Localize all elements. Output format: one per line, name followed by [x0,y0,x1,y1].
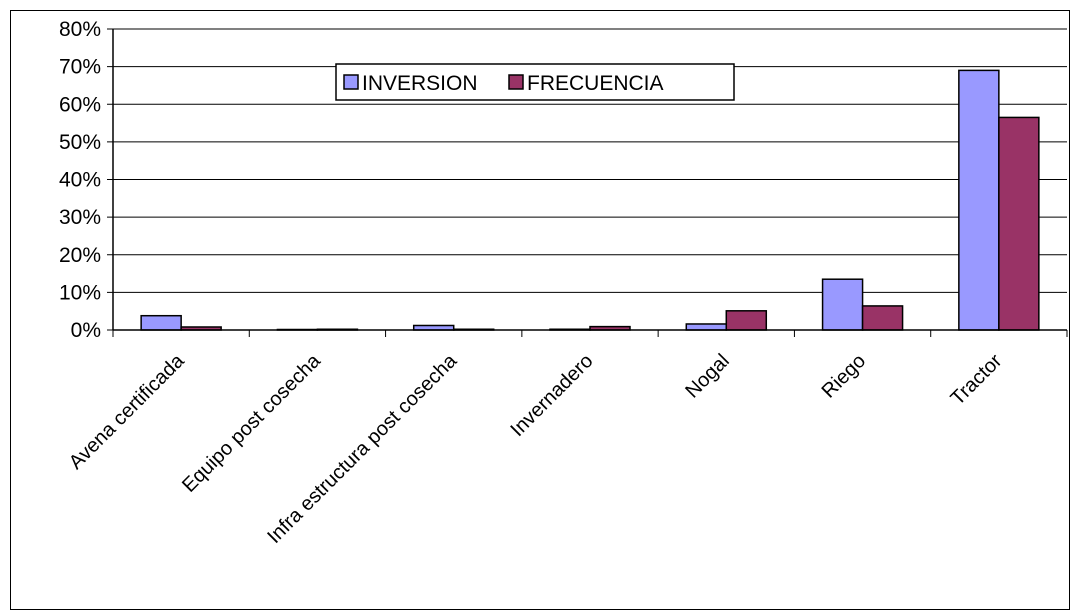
x-tick-label: Avena certificada [65,349,189,473]
y-tick-label: 20% [59,244,101,267]
legend-label: INVERSION [362,72,478,95]
axes [112,29,1068,337]
bar-frecuencia-7 [998,116,1040,331]
bar-inversion-7 [958,69,1000,331]
bar-frecuencia-5 [725,310,768,331]
gridlines [113,28,1067,293]
bars [140,69,1040,331]
legend-box [335,63,735,101]
y-tick-label: 60% [59,93,101,116]
x-tick-label: Riego [818,350,871,403]
legend-label: FRECUENCIA [527,72,664,95]
y-tick-label: 40% [59,169,101,192]
y-tick-label: 70% [59,56,101,79]
bar-inversion-1 [140,314,182,331]
y-tick-label: 50% [59,131,101,154]
x-tick-label: Equipo post cosecha [178,349,325,496]
x-tick-label: Invernadero [506,350,597,441]
bar-inversion-5 [685,323,728,331]
bar-inversion-6 [821,278,864,331]
legend: INVERSION FRECUENCIA [335,63,735,101]
x-tick-label: Nogal [681,350,734,403]
legend-swatch [343,74,359,90]
y-tick-label: 80% [59,18,101,41]
y-tick-label: 0% [71,319,101,342]
bar-frecuencia-6 [861,305,904,331]
y-tick-label: 10% [59,281,101,304]
x-tick-label: Tractor [947,350,1007,410]
legend-swatch [508,74,524,90]
y-axis-ticks: 0% 10% 20% 30% 40% 50% 60% 70% 80% [59,18,113,342]
y-tick-label: 30% [59,206,101,229]
